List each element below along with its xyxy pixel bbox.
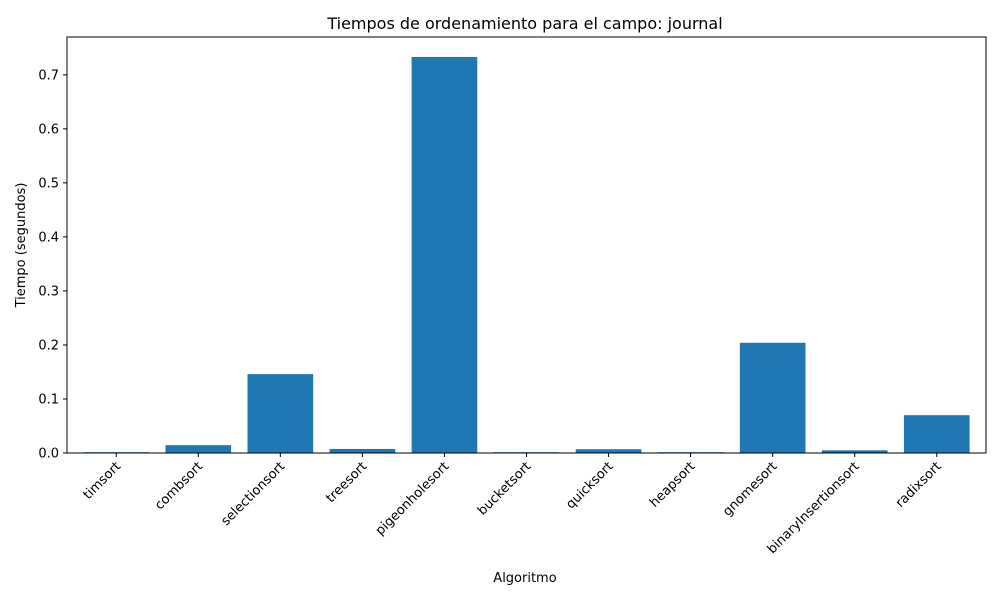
x-tick-label: quicksort [563, 459, 616, 512]
x-tick-label: heapsort [647, 459, 698, 510]
y-tick-label: 0.4 [38, 230, 59, 245]
x-tick-label: bucketsort [475, 459, 534, 518]
y-tick-label: 0.0 [38, 447, 59, 462]
bar-binaryInsertionsort [821, 450, 888, 453]
plot-frame [66, 36, 987, 454]
bar-quicksort [575, 449, 642, 453]
x-tick-label: radixsort [893, 459, 945, 511]
x-tick-label: gnomesort [720, 459, 780, 519]
y-axis-label: Tiempo (segundos) [14, 183, 29, 309]
chart-title: Tiempos de ordenamiento para el campo: j… [326, 14, 722, 33]
x-tick-label: binaryInsertionsort [765, 459, 863, 557]
y-tick-label: 0.3 [38, 284, 59, 299]
x-tick-label: selectionsort [218, 459, 288, 529]
bar-radixsort [903, 415, 970, 453]
plot-area: 0.0 0.1 0.2 0.3 0.4 0.5 0.6 0.7 timsort combsort s… [38, 56, 970, 557]
x-tick-label: pigeonholesort [373, 459, 452, 538]
x-axis-label: Algoritmo [493, 571, 556, 586]
y-tick-label: 0.6 [38, 122, 59, 137]
y-tick-label: 0.5 [38, 176, 59, 191]
bar-combsort [165, 445, 232, 453]
x-tick-label: timsort [81, 459, 125, 503]
bar-pigeonholesort [411, 56, 478, 453]
bar-treesort [329, 448, 396, 453]
bar-gnomesort [739, 342, 806, 453]
bar-selectionsort [247, 374, 314, 453]
y-tick-label: 0.7 [38, 68, 59, 83]
x-tick-label: treesort [323, 459, 370, 506]
y-tick-label: 0.2 [38, 338, 59, 353]
x-tick-label: combsort [152, 459, 206, 513]
y-tick-label: 0.1 [38, 392, 59, 407]
